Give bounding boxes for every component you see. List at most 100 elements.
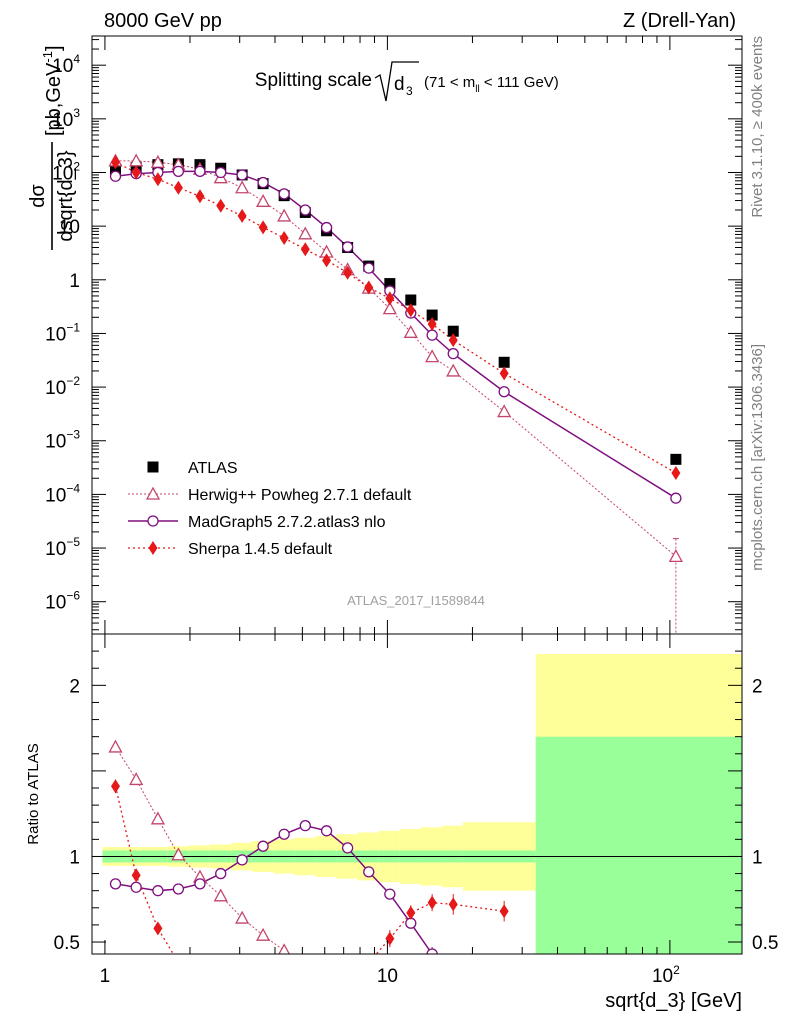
legend-marker-2: [147, 515, 159, 527]
ratio-point-series-2-10: [322, 971, 331, 985]
ratio-point-series-1-9: [299, 820, 311, 832]
ratio-y-tick-label-l-0: 0.5: [54, 933, 80, 954]
ratio-point-series-1-0: [109, 878, 122, 890]
legend-marker-0: [147, 461, 159, 473]
ylabel-denominator: dsqrt{d_3}: [55, 150, 77, 242]
y-tick-label-3: 10: [59, 217, 80, 238]
main-point-series-1-7: [255, 193, 271, 207]
y-tick-exp-6: −2: [66, 374, 80, 388]
ratio-point-series-1-11: [341, 842, 354, 854]
analysis-id: ATLAS_2017_I1589844: [347, 593, 485, 608]
main-point-series-2-17: [498, 386, 510, 398]
sqrt-symbol: [374, 61, 419, 102]
legend-marker-1: [145, 486, 161, 500]
y-tick-label-10: 10−6: [45, 589, 80, 614]
main-point-series-0-15: [426, 309, 438, 321]
main-point-series-2-7: [257, 176, 269, 189]
main-point-series-2-12: [363, 262, 375, 274]
ratio-point-series-2-17: [499, 904, 509, 919]
main-point-series-3-5: [216, 198, 226, 213]
main-point-series-3-12: [364, 280, 374, 295]
ratio-point-series-0-6: [235, 910, 250, 924]
x-tick-label-2: 102: [652, 963, 680, 987]
ratio-point-series-2-14: [406, 905, 416, 920]
legend-marker-3: [148, 541, 158, 555]
y-tick-base-7: 10: [45, 432, 66, 453]
header-right: Z (Drell-Yan): [623, 10, 736, 32]
ratio-point-series-0-5: [213, 888, 228, 902]
ratio-point-series-2-11: [343, 969, 352, 983]
x-axis-title: sqrt{d_3} [GeV]: [605, 990, 742, 1012]
main-point-series-3-1: [131, 165, 141, 180]
x-tick-label-1: 10: [377, 966, 398, 987]
main-line-series-3: [115, 161, 677, 474]
ratio-point-series-2-16: [448, 897, 458, 912]
ratio-point-series-2-9: [301, 973, 310, 987]
axis-ticks: [92, 36, 742, 954]
main-point-series-2-16: [447, 348, 459, 360]
legend-label-0: ATLAS: [188, 460, 238, 477]
ratio-point-series-1-15: [426, 948, 438, 954]
ratio-point-series-0-7: [255, 927, 271, 941]
main-point-series-3-17: [499, 366, 509, 381]
title-cut: (71 < mll < 111 GeV): [424, 74, 559, 95]
y-tick-label-0: 104: [52, 52, 80, 77]
main-point-series-3-15: [427, 316, 437, 331]
y-tick-base-2: 10: [52, 163, 73, 184]
ratio-point-series-1-7: [257, 840, 269, 852]
ratio-point-series-2-4: [195, 969, 204, 983]
ylabel-unit-sup: -1: [40, 51, 55, 63]
ratio-point-series-2-1: [131, 868, 141, 883]
markers-layer: [108, 153, 683, 990]
main-point-series-0-16: [447, 325, 459, 337]
ratio-line-series-0: [115, 746, 292, 954]
main-point-series-2-18: [670, 492, 682, 504]
ylabel-unit: [pb,GeV-1]: [40, 45, 65, 136]
ratio-point-series-2-3: [174, 956, 183, 970]
legend-label-3: Sherpa 1.4.5 default: [188, 541, 333, 558]
y-tick-exp-8: −4: [66, 481, 80, 495]
ratio-line-series-2: [114, 786, 505, 954]
band-stat-18: [535, 736, 742, 954]
ratio-point-series-0-2: [150, 811, 165, 825]
ratio-point-series-1-13: [384, 888, 396, 900]
ratio-y-tick-label-r-1: 1: [752, 847, 763, 868]
title-subscript: 3: [406, 84, 413, 98]
y-tick-exp-10: −6: [66, 589, 80, 603]
ratio-point-series-2-12: [364, 956, 373, 970]
legend-label-1: Herwig++ Powheg 2.7.1 default: [188, 487, 412, 504]
main-point-series-2-9: [299, 204, 311, 216]
y-tick-base-0: 10: [52, 56, 73, 77]
main-point-series-0-17: [498, 356, 510, 368]
title-text: Splitting scale: [255, 70, 372, 91]
ratio-point-series-1-12: [363, 866, 375, 878]
main-point-series-1-15: [425, 349, 440, 363]
main-point-series-2-0: [109, 170, 122, 182]
ratio-point-series-0-10: [321, 965, 333, 976]
ratio-y-tick-label-r-0: 0.5: [752, 933, 778, 954]
main-point-series-3-0: [110, 155, 120, 170]
ratio-point-series-0-0: [108, 739, 123, 753]
ratio-point-series-1-3: [172, 883, 185, 895]
y-tick-base-10: 10: [45, 593, 66, 614]
ratio-point-series-1-16: [448, 959, 458, 969]
ratio-point-series-0-3: [171, 847, 186, 861]
main-point-series-3-6: [237, 208, 247, 223]
main-point-series-3-2: [153, 172, 163, 187]
y-tick-base-1: 10: [52, 110, 73, 131]
y-tick-label-1: 103: [52, 106, 80, 131]
y-tick-base-8: 10: [45, 485, 66, 506]
ylabel-unit-end: ]: [43, 45, 65, 51]
ratio-point-series-2-7: [259, 976, 268, 990]
ylabel-unit-start: [pb,GeV: [43, 62, 65, 136]
main-point-series-2-10: [320, 221, 333, 234]
main-point-series-1-13: [382, 301, 397, 315]
title-symbol: d: [394, 74, 405, 95]
main-point-series-2-4: [194, 165, 206, 178]
main-point-series-1-16: [446, 363, 461, 377]
ratio-panel-frame: [91, 633, 743, 955]
y-tick-exp-1: 3: [73, 106, 80, 120]
ratio-point-series-2-13: [385, 931, 395, 946]
ratio-point-series-1-6: [236, 854, 248, 866]
main-point-series-0-0: [109, 164, 121, 176]
